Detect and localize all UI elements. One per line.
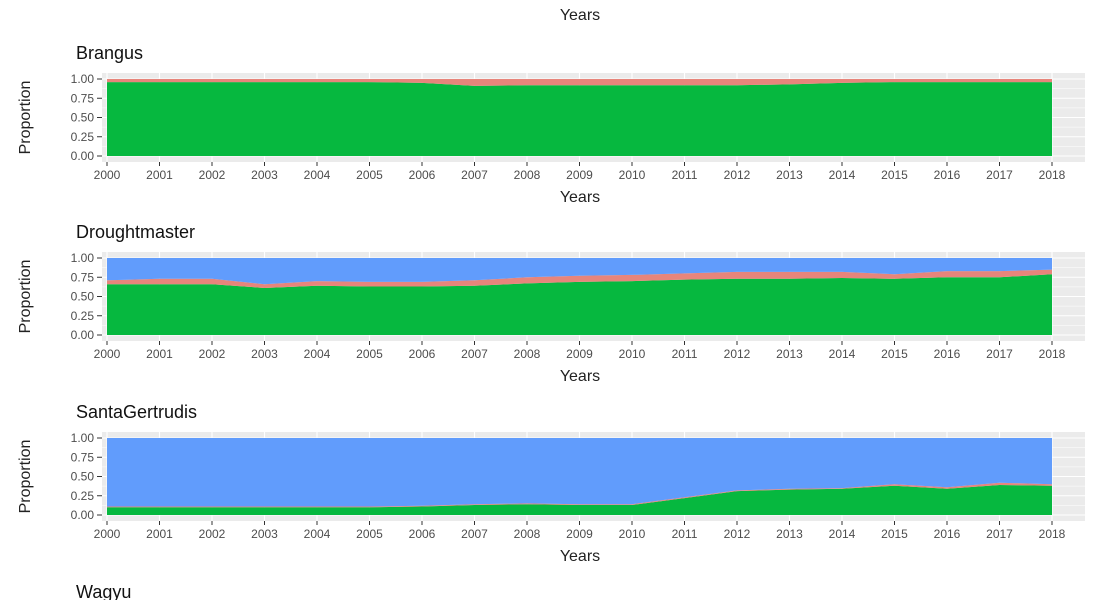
x-tick-label: 2001 [146, 527, 173, 541]
x-tick-label: 2003 [251, 347, 278, 361]
x-tick-label: 2014 [829, 527, 856, 541]
x-tick-label: 2017 [986, 527, 1013, 541]
x-tick-label: 2002 [199, 168, 226, 182]
x-tick-label: 2005 [356, 347, 383, 361]
area-series-1 [107, 269, 1052, 288]
x-tick-label: 2005 [356, 527, 383, 541]
x-tick-label: 2006 [409, 168, 436, 182]
x-tick-label: 2016 [934, 527, 961, 541]
x-tick-label: 2009 [566, 168, 593, 182]
area-series-0 [107, 274, 1052, 335]
x-tick-label: 2013 [776, 347, 803, 361]
x-tick-label: 2018 [1039, 168, 1066, 182]
x-tick-label: 2004 [304, 347, 331, 361]
x-tick-label: 2016 [934, 347, 961, 361]
x-tick-label: 2001 [146, 347, 173, 361]
area-series-1 [107, 79, 1052, 86]
x-tick-label: 2014 [829, 347, 856, 361]
x-tick-label: 2012 [724, 527, 751, 541]
x-tick-label: 2004 [304, 168, 331, 182]
x-tick-label: 2000 [94, 168, 121, 182]
y-tick-label: 0.50 [71, 470, 95, 484]
x-tick-label: 2003 [251, 168, 278, 182]
y-tick-label: 0.25 [71, 489, 95, 503]
x-tick-label: 2003 [251, 527, 278, 541]
panel-title: Brangus [76, 43, 143, 63]
y-tick-label: 0.00 [71, 508, 95, 522]
x-tick-label: 2011 [672, 168, 698, 182]
x-tick-label: 2014 [829, 168, 856, 182]
x-axis-title: Years [560, 548, 600, 565]
x-tick-label: 2015 [881, 168, 908, 182]
y-tick-label: 0.50 [71, 111, 95, 125]
x-axis-title: Years [560, 189, 600, 206]
area-series-0 [107, 82, 1052, 156]
x-tick-label: 2018 [1039, 527, 1066, 541]
chart-panel-santagertrudis: SantaGertrudis 0.00 0.25 0.50 0.75 1.00 2000 20… [17, 402, 1085, 565]
x-tick-label: 2016 [934, 168, 961, 182]
x-tick-label: 2009 [566, 527, 593, 541]
x-tick-label: 2000 [94, 527, 121, 541]
top-x-axis-label: Years [560, 7, 600, 24]
partial-panel-title: Wagyu [76, 582, 131, 600]
x-tick-label: 2006 [409, 527, 436, 541]
x-tick-label: 2017 [986, 168, 1013, 182]
chart-panel-brangus: Brangus 0.00 0.25 0.50 0.75 1.00 2000 2001 2002 2… [17, 43, 1085, 206]
x-tick-label: 2002 [199, 527, 226, 541]
y-tick-label: 0.75 [71, 91, 95, 105]
panel-title: SantaGertrudis [76, 402, 197, 422]
x-tick-label: 2011 [672, 347, 698, 361]
y-tick-label: 0.50 [71, 290, 95, 304]
y-tick-label: 0.75 [71, 270, 95, 284]
area-series-0 [107, 485, 1052, 515]
y-tick-label: 1.00 [71, 431, 95, 445]
x-tick-label: 2005 [356, 168, 383, 182]
y-tick-label: 0.00 [71, 149, 95, 163]
y-tick-label: 1.00 [71, 251, 95, 265]
x-tick-label: 2013 [776, 168, 803, 182]
y-tick-label: 0.25 [71, 309, 95, 323]
x-tick-label: 2012 [724, 347, 751, 361]
x-axis-title: Years [560, 368, 600, 385]
x-tick-label: 2002 [199, 347, 226, 361]
y-tick-label: 1.00 [71, 72, 95, 86]
area-series-2 [107, 258, 1052, 285]
y-tick-label: 0.00 [71, 328, 95, 342]
x-tick-label: 2017 [986, 347, 1013, 361]
panel-title: Droughtmaster [76, 222, 195, 242]
x-tick-label: 2001 [146, 168, 173, 182]
x-tick-label: 2010 [619, 527, 646, 541]
x-tick-label: 2010 [619, 347, 646, 361]
x-tick-label: 2007 [461, 347, 488, 361]
x-tick-label: 2007 [461, 527, 488, 541]
x-tick-label: 2008 [514, 347, 541, 361]
chart-panel-droughtmaster: Droughtmaster 0.00 0.25 0.50 0.75 1.00 2000 200… [17, 222, 1085, 385]
x-tick-label: 2006 [409, 347, 436, 361]
x-tick-label: 2018 [1039, 347, 1066, 361]
x-tick-label: 2013 [776, 527, 803, 541]
x-tick-label: 2011 [672, 527, 698, 541]
area-series-2 [107, 438, 1052, 507]
y-tick-label: 0.75 [71, 450, 95, 464]
x-tick-label: 2009 [566, 347, 593, 361]
chart-panels: Brangus 0.00 0.25 0.50 0.75 1.00 2000 2001 2002 2… [17, 43, 1085, 565]
y-axis-title: Proportion [17, 260, 34, 334]
x-tick-label: 2004 [304, 527, 331, 541]
x-tick-label: 2015 [881, 527, 908, 541]
x-tick-label: 2007 [461, 168, 488, 182]
x-tick-label: 2015 [881, 347, 908, 361]
y-tick-label: 0.25 [71, 130, 95, 144]
x-tick-label: 2012 [724, 168, 751, 182]
x-tick-label: 2008 [514, 527, 541, 541]
x-tick-label: 2000 [94, 347, 121, 361]
y-axis-title: Proportion [17, 440, 34, 514]
x-tick-label: 2010 [619, 168, 646, 182]
y-axis-title: Proportion [17, 81, 34, 155]
x-tick-label: 2008 [514, 168, 541, 182]
area-series-1 [107, 482, 1052, 508]
